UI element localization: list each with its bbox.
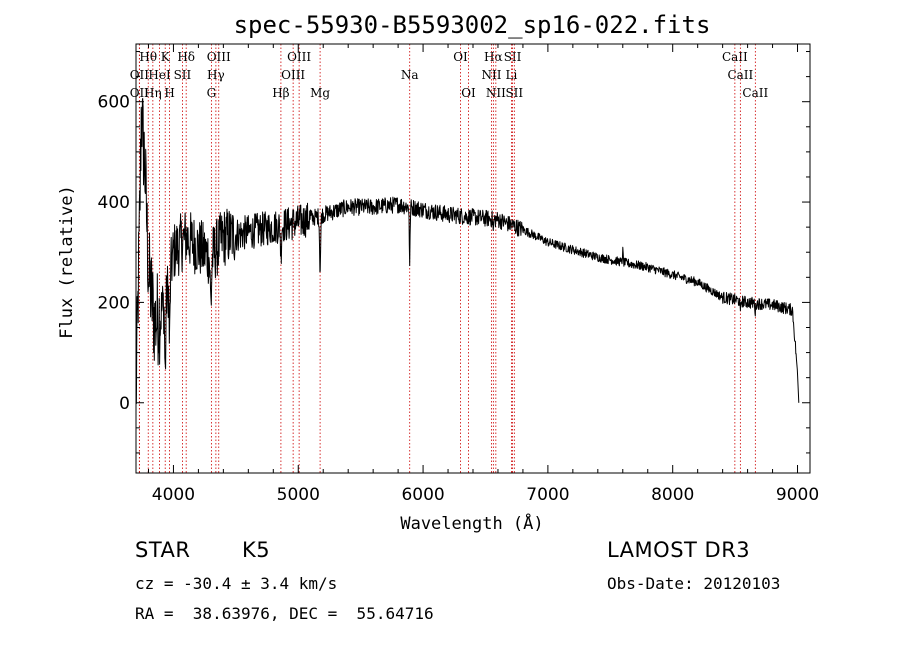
y-tick-label: 600 [98,93,130,113]
y-axis-label: Flux (relative) [57,185,77,339]
x-axis-label: Wavelength (Å) [400,512,543,534]
line-marker-label: SII [505,86,523,100]
line-marker-label: OIII [207,50,231,64]
survey-name: LAMOST DR3 [607,538,751,562]
line-marker-label: Hδ [177,50,195,64]
y-axis: 0 200 400 600 [98,51,810,454]
coordinates: RA = 38.63976, DEC = 55.64716 [135,604,434,623]
spectrum-line [135,98,800,404]
line-marker-label: H [164,86,174,100]
line-marker-label: OIII [281,68,305,82]
y-tick-label: 0 [119,394,130,414]
line-marker-label: CaII [727,68,753,82]
line-marker-label: Hγ [207,68,225,82]
line-marker-label: Hα [484,50,503,64]
x-tick-label: 8000 [651,485,694,505]
x-tick-label: 9000 [776,485,819,505]
x-tick-label: 6000 [401,485,444,505]
line-marker-label: Hβ [272,86,289,100]
y-tick-label: 200 [98,293,130,313]
redshift-value: cz = -30.4 ± 3.4 km/s [135,574,338,593]
line-marker-label: OI [453,50,468,64]
line-marker-label: Na [401,68,419,82]
observation-date: Obs-Date: 20120103 [607,574,781,593]
line-marker-label: OII [130,86,150,100]
line-marker-label: SII [504,50,522,64]
line-marker-label: Li [506,68,518,82]
line-marker-label: CaII [722,50,748,64]
chart-title: spec-55930-B5593002_sp16-022.fits [234,11,711,39]
line-marker-label: OII [130,68,150,82]
y-tick-label: 400 [98,193,130,213]
line-marker-label: K [161,50,171,64]
line-marker-label: Hθ [139,50,157,64]
line-marker-label: G [207,86,217,100]
line-marker-label: OI [461,86,476,100]
object-class: STAR [135,538,191,562]
x-tick-label: 7000 [526,485,569,505]
line-marker-label: CaII [742,86,768,100]
line-marker-label: NII [486,86,506,100]
line-marker-label: SII [174,68,192,82]
line-marker-label: OIII [287,50,311,64]
x-axis: 4000 5000 6000 7000 8000 9000 [147,44,819,505]
object-subclass: K5 [242,538,271,562]
x-tick-label: 4000 [152,485,195,505]
x-tick-label: 5000 [277,485,320,505]
line-marker-label: NII [481,68,501,82]
line-marker-label: Hη [144,86,162,100]
plot-frame [135,43,811,474]
line-marker-label: HeI [148,68,171,82]
line-marker-label: Mg [310,86,330,100]
